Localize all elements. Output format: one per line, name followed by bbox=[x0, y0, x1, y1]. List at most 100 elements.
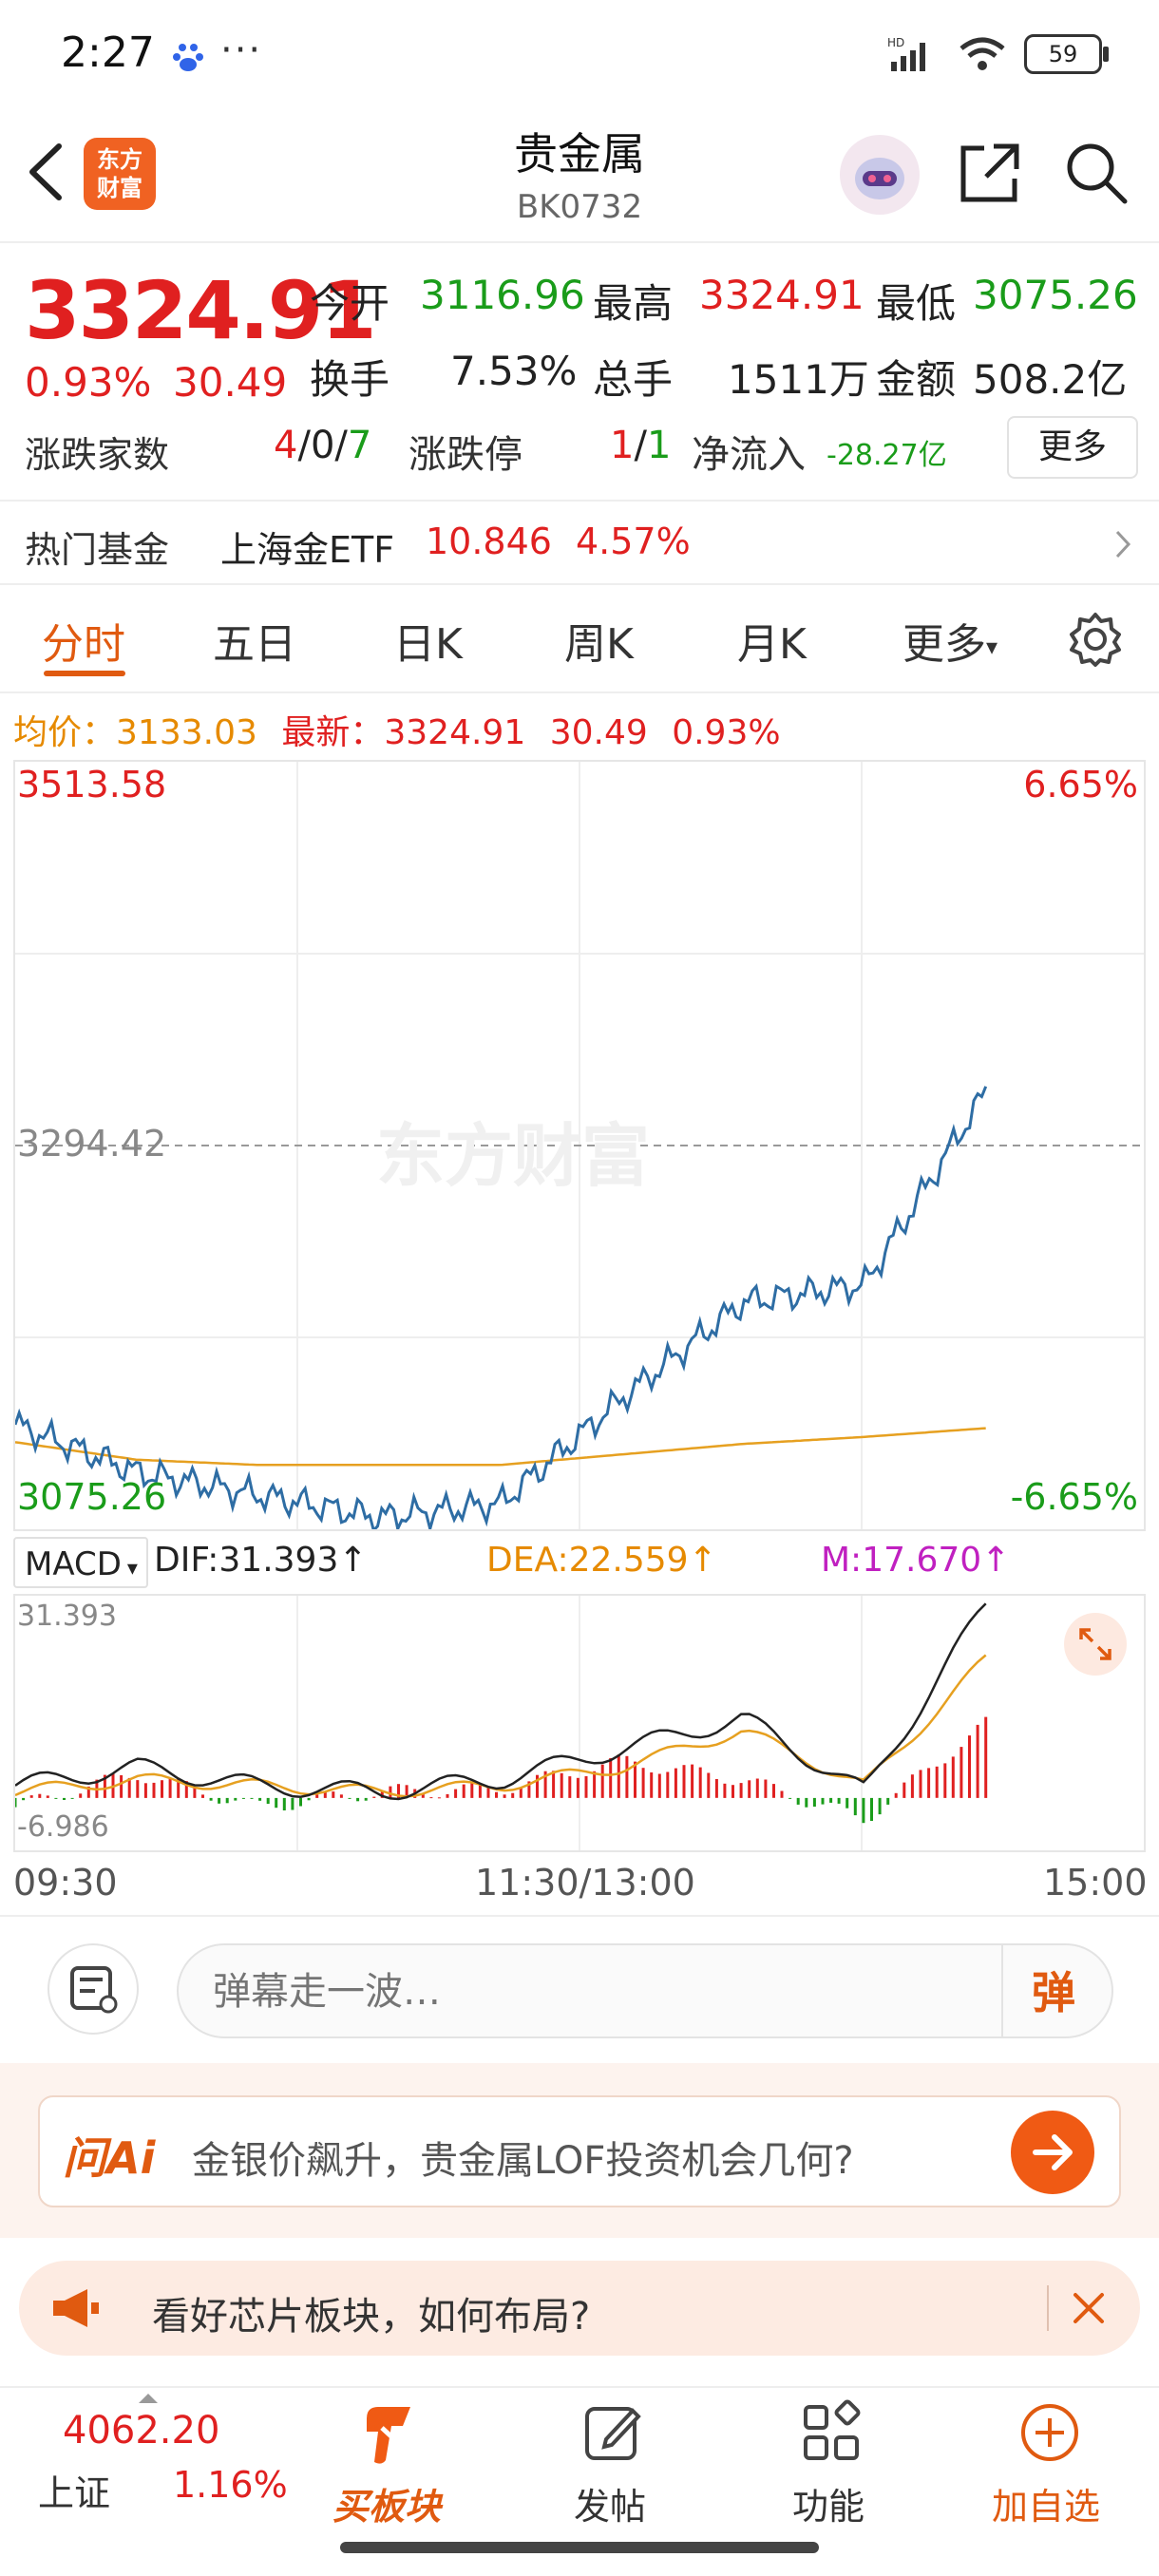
nav-buy-sector[interactable]: 买板块 bbox=[314, 2397, 466, 2530]
macd-m-text: M:17.670 bbox=[821, 1541, 982, 1580]
macd-bar bbox=[307, 1797, 311, 1801]
hot-fund-row[interactable]: 热门基金 上海金ETF 10.846 4.57% bbox=[0, 502, 1159, 583]
tab-active-indicator bbox=[44, 671, 125, 676]
macd-bar bbox=[870, 1797, 873, 1821]
macd-bar bbox=[951, 1756, 955, 1798]
danmu-settings-button[interactable] bbox=[48, 1943, 139, 2035]
macd-bar bbox=[315, 1794, 319, 1798]
macd-bar bbox=[161, 1780, 163, 1798]
high-label: 最高 bbox=[593, 280, 674, 327]
turnover-value: 7.53% bbox=[450, 348, 578, 394]
hot-fund-name: 上海金ETF bbox=[220, 529, 395, 571]
tab-weekly-k[interactable]: 周K bbox=[564, 620, 634, 669]
macd-bar bbox=[405, 1785, 408, 1798]
macd-bar bbox=[748, 1780, 751, 1798]
caret-down-icon: ▾ bbox=[986, 634, 998, 660]
macd-bar bbox=[878, 1797, 882, 1815]
macd-bar bbox=[910, 1774, 914, 1798]
macd-bar bbox=[177, 1777, 180, 1798]
robot-icon bbox=[855, 158, 904, 199]
macd-bar bbox=[275, 1797, 278, 1809]
tab-intraday[interactable]: 分时 bbox=[42, 620, 125, 669]
expand-chart-button[interactable] bbox=[1064, 1613, 1127, 1676]
macd-bar bbox=[796, 1797, 800, 1805]
home-indicator[interactable] bbox=[340, 2542, 819, 2553]
macd-bar bbox=[136, 1780, 140, 1798]
nav-functions-label: 功能 bbox=[792, 2486, 865, 2528]
nav-post[interactable]: 发帖 bbox=[538, 2397, 690, 2530]
macd-bar bbox=[943, 1763, 947, 1798]
macd-bar bbox=[837, 1797, 841, 1804]
danmu-input[interactable] bbox=[211, 1962, 937, 2021]
macd-bar bbox=[772, 1784, 775, 1798]
macd-bar bbox=[437, 1797, 441, 1799]
macd-bar bbox=[372, 1796, 376, 1798]
dif-line bbox=[15, 1602, 987, 1801]
macd-bar bbox=[625, 1755, 629, 1798]
macd-bar bbox=[225, 1797, 229, 1804]
macd-bar bbox=[527, 1781, 531, 1798]
macd-bar bbox=[755, 1778, 759, 1798]
ai-go-button[interactable] bbox=[1011, 2111, 1094, 2194]
macd-bar bbox=[829, 1797, 833, 1803]
limit-down: 1 bbox=[646, 424, 672, 467]
macd-bar bbox=[282, 1797, 286, 1810]
baidu-app-icon bbox=[169, 38, 207, 76]
macd-chart[interactable]: 31.393 -6.986 bbox=[13, 1594, 1146, 1852]
macd-bar bbox=[600, 1764, 604, 1798]
macd-bar bbox=[209, 1797, 213, 1801]
macd-bar bbox=[70, 1797, 74, 1799]
grid-icon bbox=[804, 2399, 861, 2460]
macd-bar bbox=[674, 1768, 677, 1798]
macd-bar bbox=[593, 1771, 597, 1798]
macd-bar bbox=[462, 1784, 466, 1798]
macd-bar bbox=[536, 1774, 539, 1798]
up-arrow-icon: ↑ bbox=[688, 1541, 717, 1580]
tab-monthly-k[interactable]: 月K bbox=[737, 620, 807, 669]
macd-dif-text: DIF:31.393 bbox=[154, 1541, 339, 1580]
danmu-send-button[interactable]: 弹 bbox=[1032, 1967, 1075, 2018]
hot-fund-price: 10.846 bbox=[426, 521, 552, 562]
macd-bar bbox=[201, 1794, 204, 1798]
tabs-divider bbox=[0, 691, 1159, 693]
notice-separator bbox=[1047, 2285, 1049, 2331]
x-axis-start: 09:30 bbox=[13, 1862, 118, 1904]
intraday-chart[interactable]: 东方财富 3513.58 6.65% 3294.42 3075.26 -6.65… bbox=[13, 760, 1146, 1531]
chevron-left-icon bbox=[29, 143, 62, 200]
tab-more[interactable]: 更多▾ bbox=[902, 610, 998, 671]
wifi-icon bbox=[960, 37, 1005, 70]
ai-banner[interactable]: 问Ai 金银价飙升，贵金属LOF投资机会几何? bbox=[38, 2095, 1121, 2207]
macd-bar bbox=[470, 1782, 474, 1798]
x-axis-mid: 11:30/13:00 bbox=[475, 1862, 695, 1904]
indicator-selector[interactable]: MACD ▾ bbox=[13, 1537, 148, 1588]
macd-bar bbox=[332, 1791, 335, 1798]
breadth-label: 涨跌家数 bbox=[25, 434, 170, 476]
chart-settings-button[interactable] bbox=[1066, 610, 1125, 669]
nav-add-watchlist[interactable]: 加自选 bbox=[973, 2397, 1125, 2530]
ai-robot-avatar[interactable] bbox=[840, 135, 920, 215]
macd-bar bbox=[780, 1790, 784, 1798]
breadth-flat: 0 bbox=[310, 424, 335, 467]
notice-bar[interactable]: 看好芯片板块，如何布局? bbox=[19, 2261, 1140, 2356]
macd-bar bbox=[120, 1775, 124, 1798]
x-axis-end: 15:00 bbox=[1043, 1862, 1148, 1904]
close-icon[interactable] bbox=[1068, 2287, 1110, 2329]
tab-five-day[interactable]: 五日 bbox=[213, 620, 296, 669]
macd-bar bbox=[919, 1770, 922, 1798]
caret-up-icon bbox=[139, 2394, 158, 2403]
limit-values: 1/1 bbox=[610, 424, 671, 467]
share-button[interactable] bbox=[956, 139, 1024, 207]
macd-bar bbox=[241, 1797, 245, 1799]
average-price-line bbox=[15, 1427, 986, 1467]
more-button[interactable]: 更多 bbox=[1007, 416, 1138, 479]
tab-daily-k[interactable]: 日K bbox=[393, 620, 463, 669]
y-axis-top-label: 3513.58 bbox=[17, 764, 167, 805]
search-button[interactable] bbox=[1062, 139, 1130, 207]
breadth-values: 4/0/7 bbox=[274, 424, 371, 467]
index-value: 4062.20 bbox=[63, 2409, 220, 2453]
danmu-input-wrap: 弹 bbox=[177, 1943, 1113, 2038]
back-button[interactable] bbox=[21, 139, 68, 205]
nav-functions[interactable]: 功能 bbox=[754, 2397, 906, 2530]
index-ticker[interactable]: 4062.20 上证 1.16% bbox=[0, 2388, 288, 2530]
latest-label: 最新： bbox=[281, 713, 385, 752]
